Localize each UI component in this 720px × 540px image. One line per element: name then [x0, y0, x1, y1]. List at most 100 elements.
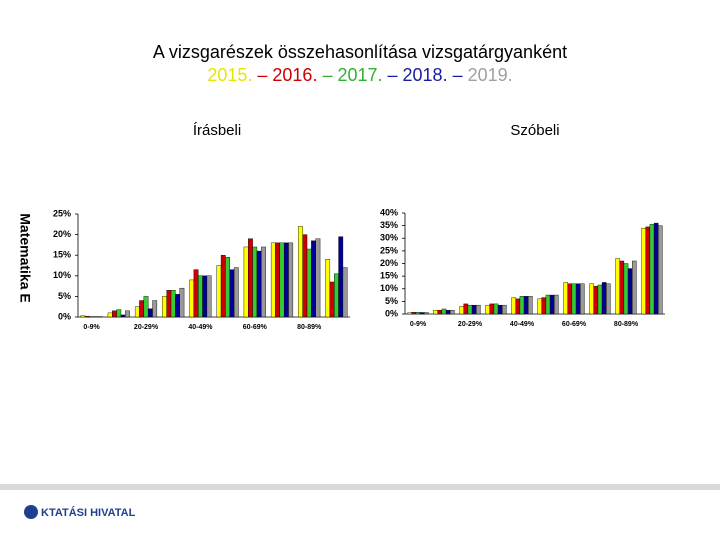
bar [311, 240, 316, 318]
bar [84, 315, 90, 318]
bar [233, 267, 239, 318]
y-tick-label: 0% [58, 311, 71, 321]
bar [641, 227, 646, 315]
bar [554, 294, 559, 315]
bar [270, 242, 276, 318]
bar [407, 312, 412, 315]
bar [275, 242, 281, 318]
bar [623, 263, 629, 315]
bar [193, 269, 199, 318]
bar [107, 312, 113, 318]
y-tick-label: 40% [380, 207, 398, 217]
bar [179, 287, 185, 318]
bar [606, 283, 611, 315]
bar [441, 308, 447, 315]
x-tick-label: 80-89% [297, 324, 322, 331]
bar [445, 310, 451, 315]
bar [615, 258, 620, 315]
slide-title: A vizsgarészek összehasonlítása vizsgatá… [153, 42, 567, 62]
bar [261, 246, 266, 318]
chart-title: Szóbeli [510, 122, 559, 139]
bar [329, 281, 335, 318]
bar [206, 275, 212, 318]
bar [175, 294, 180, 318]
bar [502, 304, 507, 315]
x-tick-label: 60-69% [562, 321, 587, 328]
bar [632, 260, 637, 315]
bar [411, 312, 417, 315]
bar [437, 310, 443, 315]
x-tick-label: 20-29% [458, 321, 483, 328]
x-tick-label: 0-9% [83, 324, 100, 331]
y-tick-label: 5% [58, 291, 71, 301]
bar [580, 283, 585, 315]
bar [523, 296, 529, 315]
bar [471, 304, 477, 315]
bar [563, 282, 568, 315]
bar [134, 306, 140, 318]
bar [338, 236, 344, 318]
bar [589, 283, 594, 315]
bar [152, 300, 158, 318]
bar [575, 283, 581, 315]
y-tick-label: 20% [53, 229, 71, 239]
bar [298, 226, 303, 318]
bar [467, 304, 473, 315]
bar [325, 259, 331, 318]
bar [424, 312, 429, 315]
bar [315, 238, 321, 318]
year: 2015. [207, 65, 252, 85]
bar [541, 297, 547, 315]
year: – 2017. [322, 65, 382, 85]
row-label: Matematika E [17, 213, 33, 302]
bar [645, 226, 651, 315]
bar [601, 282, 607, 315]
x-tick-label: 80-89% [614, 321, 639, 328]
x-tick-label: 20-29% [134, 324, 159, 331]
bar [120, 314, 126, 318]
bar [80, 315, 86, 318]
bar [279, 242, 285, 318]
chart-title: Írásbeli [193, 122, 241, 139]
bar [627, 268, 633, 315]
bar [658, 225, 663, 315]
bar [571, 283, 577, 315]
logo-mark [24, 505, 38, 519]
bar [256, 250, 262, 318]
bar [549, 294, 555, 315]
y-tick-label: 35% [380, 220, 398, 230]
bar [112, 310, 117, 318]
y-tick-label: 30% [380, 233, 398, 243]
bar [433, 310, 438, 315]
year: – 2018. – [388, 65, 463, 85]
year: 2019. [468, 65, 513, 85]
x-tick-label: 60-69% [243, 324, 268, 331]
bar [649, 224, 655, 315]
bar [567, 283, 573, 315]
bar [511, 297, 516, 315]
bar [216, 265, 222, 318]
y-tick-label: 15% [380, 271, 398, 281]
y-tick-label: 25% [380, 245, 398, 255]
bar [528, 296, 533, 315]
bar [302, 234, 308, 318]
bar [189, 279, 195, 318]
y-tick-label: 20% [380, 258, 398, 268]
bar [139, 300, 145, 318]
y-tick-label: 10% [53, 270, 71, 280]
bar [243, 246, 249, 318]
bar [415, 312, 421, 315]
footer-text: KTATÁSI HIVATAL [41, 506, 136, 519]
bar [162, 296, 167, 318]
x-tick-label: 0-9% [410, 321, 427, 328]
bar [202, 275, 208, 318]
bar [220, 254, 226, 318]
bar [116, 309, 122, 318]
bar [485, 304, 490, 315]
bar [225, 257, 230, 318]
y-tick-label: 10% [380, 283, 398, 293]
bar [593, 286, 599, 315]
bar [459, 306, 464, 315]
x-tick-label: 40-49% [510, 321, 535, 328]
